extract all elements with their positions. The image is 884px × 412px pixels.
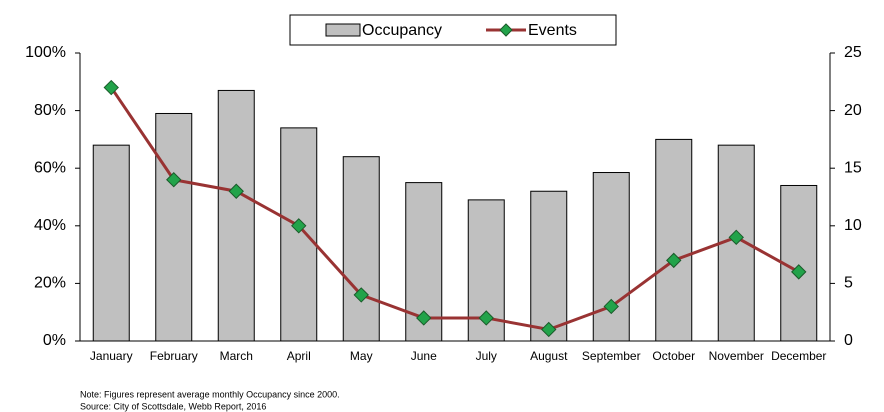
note: Note: Figures represent average monthly … xyxy=(80,389,340,399)
bar xyxy=(342,156,380,342)
x-tick-label: November xyxy=(709,349,764,363)
marker xyxy=(791,264,807,280)
x-tick-label: August xyxy=(530,349,568,363)
x-tick-label: February xyxy=(150,349,198,363)
y-tick-label: 0% xyxy=(43,332,66,349)
marker xyxy=(478,310,494,326)
x-tick-label: December xyxy=(771,349,826,363)
x-tick-label: June xyxy=(411,349,437,363)
x-tick-label: May xyxy=(350,349,373,363)
bar xyxy=(780,184,818,342)
marker xyxy=(228,183,244,199)
x-tick-label: July xyxy=(476,349,497,363)
line xyxy=(110,86,800,332)
bar xyxy=(217,89,255,342)
marker xyxy=(166,172,182,188)
x-tick-label: January xyxy=(90,349,133,363)
y2-tick-label: 25 xyxy=(844,44,862,61)
legend-marker xyxy=(499,23,513,37)
legend-swatch xyxy=(325,23,361,37)
y-tick-label: 20% xyxy=(34,275,66,292)
y-tick-label: 60% xyxy=(34,159,66,176)
x-tick-label: April xyxy=(287,349,311,363)
marker xyxy=(603,298,619,315)
legend-label: Events xyxy=(528,22,577,39)
y-tick-label: 80% xyxy=(34,102,66,119)
bar xyxy=(655,138,693,342)
y-tick-label: 40% xyxy=(34,217,66,234)
marker xyxy=(541,321,557,338)
y2-tick-label: 5 xyxy=(844,275,853,292)
marker xyxy=(353,287,369,303)
x-tick-label: March xyxy=(220,349,253,363)
x-tick-label: October xyxy=(652,349,695,363)
marker xyxy=(666,252,682,269)
marker xyxy=(291,218,307,234)
bar xyxy=(92,144,130,342)
x-tick-label: September xyxy=(582,349,641,363)
marker xyxy=(103,79,119,96)
y-tick-label: 100% xyxy=(25,44,66,61)
bar xyxy=(280,127,318,342)
legend-label: Occupancy xyxy=(362,22,442,39)
y2-tick-label: 15 xyxy=(844,159,862,176)
y2-tick-label: 10 xyxy=(844,217,862,234)
bar xyxy=(592,172,630,342)
bar xyxy=(155,112,193,342)
marker xyxy=(416,310,432,326)
y2-tick-label: 20 xyxy=(844,102,862,119)
bar xyxy=(530,190,568,342)
note: Source: City of Scottsdale, Webb Report,… xyxy=(80,401,266,411)
y2-tick-label: 0 xyxy=(844,332,853,349)
marker xyxy=(728,229,744,246)
